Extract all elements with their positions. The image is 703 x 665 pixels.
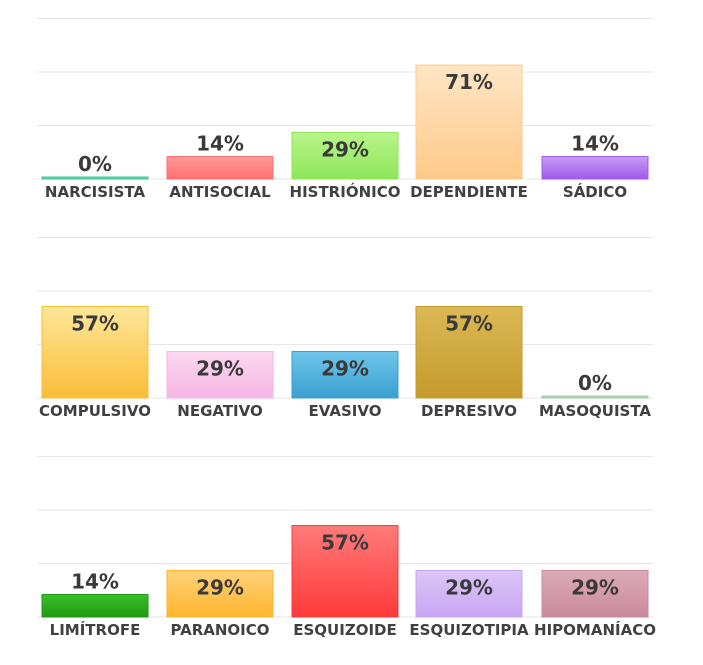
- chart-panel-1: 0% NARCISISTA 14% ANTISOCIAL 29% HISTRIÓNICO 7…: [37, 18, 653, 201]
- category-label: DEPRESIVO: [421, 402, 517, 420]
- bar-hipomaníaco: [541, 569, 649, 618]
- bar-sádico: [541, 156, 649, 180]
- bar-narcisista: [41, 176, 149, 180]
- bar-depresivo: [415, 306, 523, 399]
- bar-histriónico: [291, 131, 399, 180]
- bar-negativo: [166, 350, 274, 399]
- bar-value-label: 29%: [196, 575, 244, 599]
- bar-value-label: 71%: [445, 70, 493, 94]
- category-label: HISTRIÓNICO: [290, 182, 401, 201]
- category-label: MASOQUISTA: [539, 402, 651, 420]
- chart-panel-2: 57% COMPULSIVO 29% NEGATIVO 29% EVASIVO 57% DEP…: [37, 237, 653, 420]
- bar-compulsivo: [41, 306, 149, 399]
- category-label: EVASIVO: [309, 402, 382, 420]
- category-label: ESQUIZOTIPIA: [409, 621, 529, 639]
- category-label: NARCISISTA: [45, 183, 146, 201]
- bar-dependiente: [415, 64, 523, 180]
- bar-value-label: 14%: [571, 132, 619, 156]
- bar-value-label: 29%: [196, 356, 244, 380]
- category-label: SÁDICO: [563, 182, 627, 201]
- chart-panel-3: 14% LIMÍTROFE 29% PARANOICO 57% ESQUIZOIDE 29%…: [37, 456, 656, 639]
- category-label: ANTISOCIAL: [169, 183, 271, 201]
- bar-esquizotipia: [415, 569, 523, 618]
- bar-value-label: 29%: [321, 356, 369, 380]
- category-label: PARANOICO: [170, 621, 269, 639]
- bar-value-label: 57%: [321, 531, 369, 555]
- category-label: COMPULSIVO: [39, 402, 151, 420]
- category-label: DEPENDIENTE: [410, 183, 528, 201]
- bar-evasivo: [291, 350, 399, 399]
- bar-value-label: 29%: [445, 575, 493, 599]
- bar-paranoico: [166, 569, 274, 618]
- bar-antisocial: [166, 156, 274, 180]
- bar-value-label: 29%: [321, 137, 369, 161]
- bar-value-label: 57%: [445, 312, 493, 336]
- category-label: LIMÍTROFE: [50, 620, 141, 639]
- bar-value-label: 57%: [71, 312, 119, 336]
- bar-value-label: 14%: [196, 132, 244, 156]
- bar-masoquista: [541, 395, 649, 399]
- category-label: HIPOMANÍACO: [534, 620, 656, 639]
- category-label: ESQUIZOIDE: [293, 621, 396, 639]
- bar-value-label: 29%: [571, 575, 619, 599]
- bar-limítrofe: [41, 594, 149, 618]
- category-label: NEGATIVO: [177, 402, 262, 420]
- bar-esquizoide: [291, 525, 399, 618]
- bar-value-label: 14%: [71, 570, 119, 594]
- bar-value-label: 0%: [578, 371, 612, 395]
- bar-value-label: 0%: [78, 152, 112, 176]
